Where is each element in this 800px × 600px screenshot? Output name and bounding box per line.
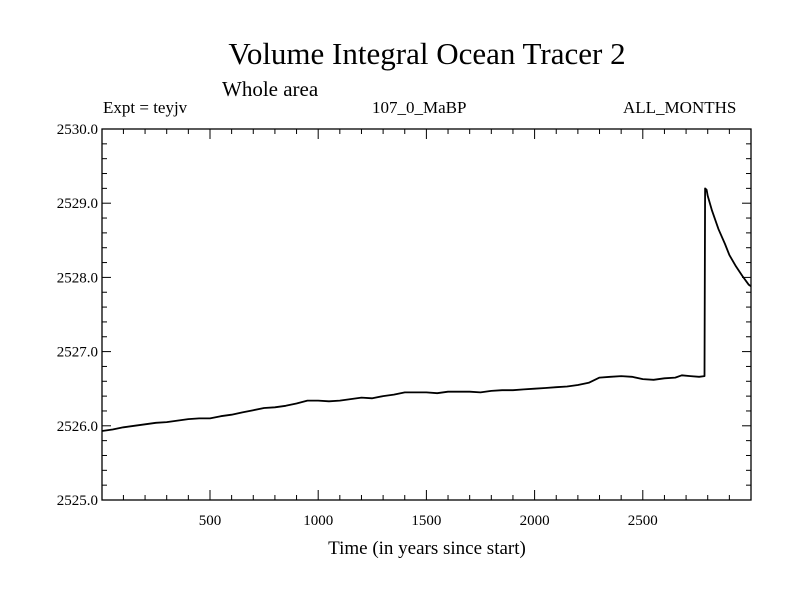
x-axis: 500 1000 1500 2000 2500 — [122, 129, 730, 529]
y-tick-label: 2530.0 — [57, 122, 98, 138]
y-tick-label: 2526.0 — [57, 419, 98, 435]
plot-frame — [101, 128, 752, 501]
x-tick-label: 1000 — [303, 513, 333, 529]
chart-title: Volume Integral Ocean Tracer 2 — [228, 36, 626, 71]
y-tick-label: 2525.0 — [57, 493, 98, 509]
experiment-label: Expt = teyjv — [103, 98, 188, 117]
months-label: ALL_MONTHS — [623, 98, 737, 117]
y-tick-label: 2528.0 — [57, 270, 98, 286]
series-line — [101, 187, 752, 432]
x-tick-label: 500 — [199, 513, 222, 529]
y-tick-label: 2527.0 — [57, 345, 98, 361]
x-tick-label: 2500 — [628, 513, 658, 529]
period-label: 107_0_MaBP — [372, 98, 467, 117]
x-tick-label: 1500 — [411, 513, 441, 529]
x-tick-label: 2000 — [520, 513, 550, 529]
y-tick-label: 2529.0 — [57, 196, 98, 212]
chart-subtitle: Whole area — [222, 77, 319, 101]
x-axis-label: Time (in years since start) — [328, 538, 526, 559]
y-axis: 2525.0 2526.0 2527.0 2528.0 2529.0 2530.0 — [57, 122, 751, 509]
